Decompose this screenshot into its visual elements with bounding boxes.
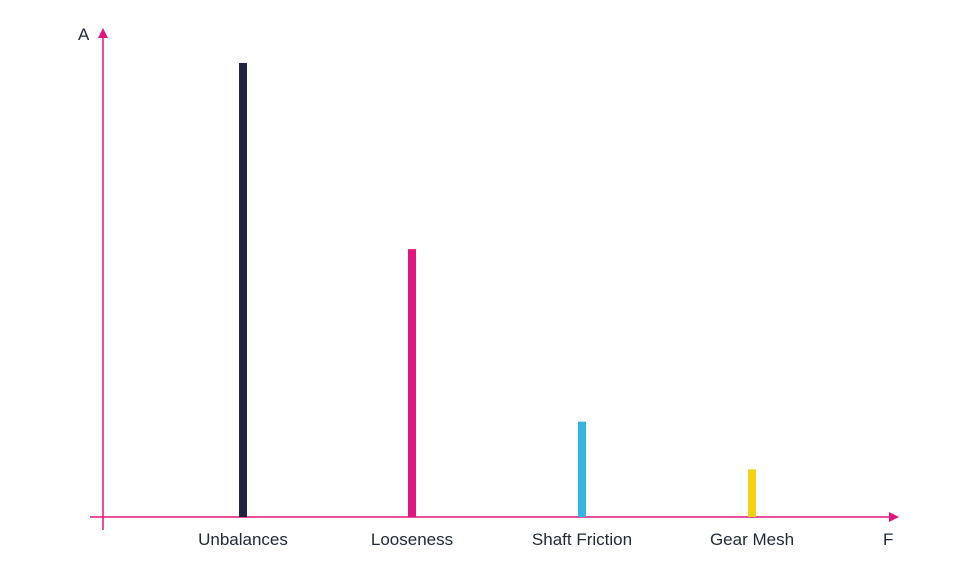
category-label-gear-mesh: Gear Mesh <box>710 530 794 549</box>
y-axis-arrow <box>98 28 108 38</box>
bar-looseness <box>408 249 416 517</box>
bar-gear-mesh <box>748 469 756 517</box>
bar-unbalances <box>239 63 247 517</box>
x-axis-label: F <box>883 530 893 549</box>
axes: A F <box>78 25 899 549</box>
x-axis-arrow <box>889 512 899 522</box>
category-label-unbalances: Unbalances <box>198 530 288 549</box>
category-labels: Unbalances Looseness Shaft Friction Gear Me… <box>198 530 794 549</box>
category-label-looseness: Looseness <box>371 530 453 549</box>
category-label-shaft-friction: Shaft Friction <box>532 530 632 549</box>
bars <box>239 63 756 517</box>
y-axis-label: A <box>78 25 90 44</box>
bar-shaft-friction <box>578 421 586 517</box>
